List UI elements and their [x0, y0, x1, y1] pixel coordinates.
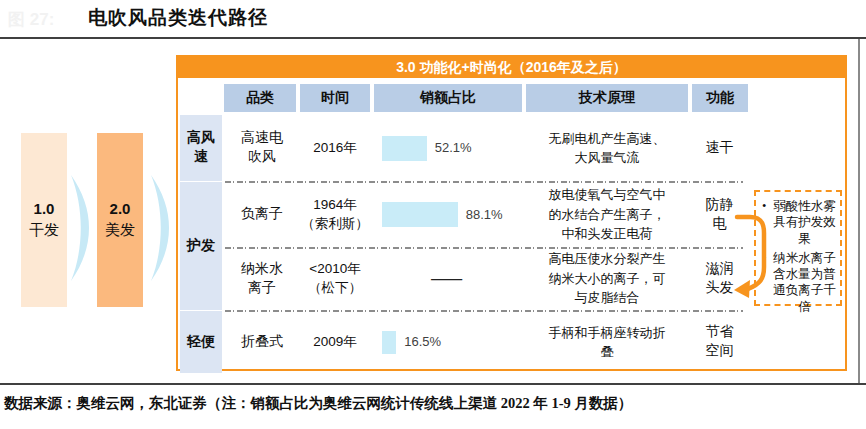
column-header-share: 销额占比 [374, 84, 522, 112]
time-cell: <2010年 （松下） [299, 247, 371, 310]
share-label: 88.1% [466, 206, 503, 224]
share-label: 16.5% [404, 333, 441, 351]
share-cell: 52.1% [371, 115, 522, 181]
callout-bullet: 纳米水离子含水量为普通负离子千倍 [758, 250, 838, 315]
callout-curved-arrow-icon [728, 201, 770, 305]
table-row: 负离子 1964年 （索利斯） 88.1% 放电使氧气与空气中的水结合产生离子，… [178, 182, 748, 247]
category-cell: 负离子 [227, 182, 297, 247]
page-right-border [858, 39, 860, 383]
share-cell: — [371, 247, 522, 310]
principle-cell: 手柄和手柄座转动折叠 [526, 311, 688, 373]
function-cell: 速干 [691, 115, 748, 181]
stage-2-block: 2.0 美发 [97, 133, 143, 307]
stage-label: 干发 [29, 220, 59, 242]
share-label: 52.1% [435, 139, 472, 157]
share-cell: 16.5% [371, 311, 522, 373]
iteration-table: 3.0 功能化+时尚化（2016年及之后） 品类 时间 销额占比 技术原理 功能… [176, 55, 847, 371]
source-note: 数据来源：奥维云网，东北证券（注：销额占比为奥维云网统计传统线上渠道 2022 … [4, 394, 864, 413]
principle-cell: 放电使氧气与空气中的水结合产生离子，中和头发正电荷 [526, 182, 688, 247]
chevron-right-icon [150, 175, 172, 281]
no-data-dash: — [431, 270, 462, 288]
principle-cell: 无刷电机产生高速、大风量气流 [526, 115, 688, 181]
callout-bullet: 弱酸性水雾具有护发效果 [758, 198, 838, 247]
time-cell: 2016年 [299, 115, 371, 181]
bottom-rule [0, 383, 866, 385]
chevron-right-icon [70, 175, 92, 281]
column-header-category: 品类 [224, 84, 296, 112]
share-cell: 88.1% [371, 182, 522, 247]
category-cell: 高速电 吹风 [227, 115, 297, 181]
function-cell: 节省 空间 [691, 311, 748, 373]
category-cell: 纳米水 离子 [227, 247, 297, 310]
share-bar [382, 331, 396, 354]
figure-number: 图 27: [8, 8, 54, 31]
figure-title: 电吹风品类迭代路径 [88, 5, 268, 31]
figure-page: 图 27: 电吹风品类迭代路径 1.0 干发 2.0 美发 3.0 功能化+时尚… [0, 0, 866, 429]
table-row: 高速电 吹风 2016年 52.1% 无刷电机产生高速、大风量气流 速干 [178, 115, 748, 181]
stage-3-banner: 3.0 功能化+时尚化（2016年及之后） [178, 57, 845, 78]
stage-1-block: 1.0 干发 [21, 133, 67, 307]
stage-version: 1.0 [34, 198, 55, 220]
share-bar [382, 136, 427, 161]
time-cell: 1964年 （索利斯） [299, 182, 371, 247]
time-cell: 2009年 [299, 311, 371, 373]
share-bar [382, 202, 458, 227]
column-header-time: 时间 [300, 84, 370, 112]
title-rule [0, 37, 866, 39]
principle-cell: 高电压使水分裂产生纳米大小的离子，可与皮脂结合 [526, 247, 688, 310]
column-header-principle: 技术原理 [526, 84, 688, 112]
column-header-function: 功能 [692, 84, 748, 112]
table-row: 纳米水 离子 <2010年 （松下） — 高电压使水分裂产生纳米大小的离子，可与… [178, 247, 748, 310]
stage-version: 2.0 [110, 198, 131, 220]
table-row: 折叠式 2009年 16.5% 手柄和手柄座转动折叠 节省 空间 [178, 311, 748, 373]
category-cell: 折叠式 [227, 311, 297, 373]
stage-label: 美发 [105, 220, 135, 242]
